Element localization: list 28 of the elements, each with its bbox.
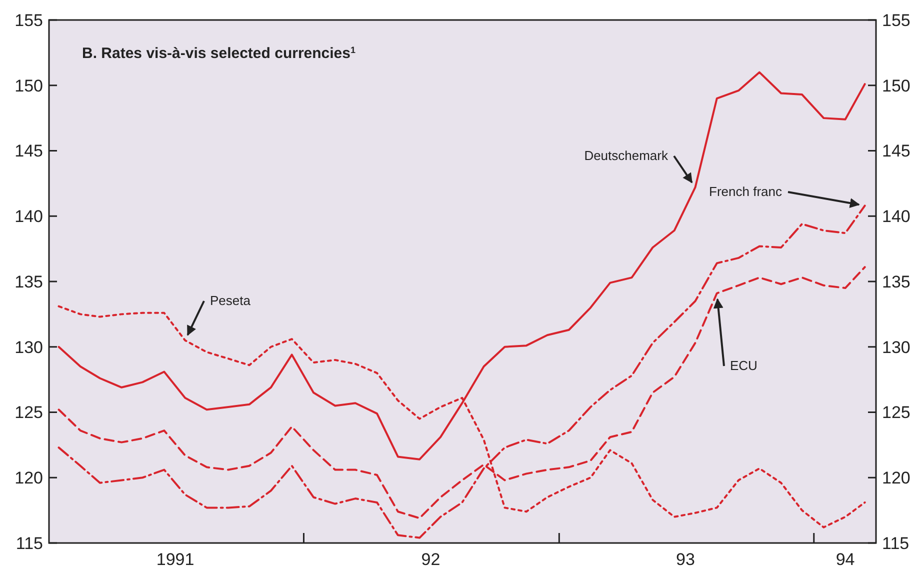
text: B. Rates vis-à-vis selected currencies$^{1}$ — [82, 45, 356, 62]
line-series — [58, 204, 866, 539]
y-tick-label: 150 — [14, 76, 43, 96]
x-tick-label: 93 — [676, 550, 695, 569]
y2-tick-label: 145 — [882, 142, 910, 161]
y-tick-label: 145 — [14, 142, 43, 161]
y2-tick-label: 150 — [882, 76, 910, 96]
y2-tick-label: 155 — [882, 10, 910, 30]
y2-tick-label: 135 — [882, 272, 910, 292]
y2-tick-label: 115 — [882, 534, 910, 553]
x-tick-label: 94 — [836, 550, 855, 569]
y2-tick-label: 120 — [882, 468, 910, 488]
y-tick-label: 155 — [14, 10, 43, 30]
text: ECU — [730, 358, 758, 373]
x-tick-label: 1991 — [156, 550, 194, 569]
y2-tick-label: 140 — [882, 207, 910, 226]
y-tick-label: 115 — [16, 534, 43, 553]
y-tick-label: 130 — [14, 338, 43, 357]
y-tick-label: 120 — [14, 468, 43, 488]
text: Peseta — [210, 293, 252, 308]
x-tick-label: 92 — [421, 550, 440, 569]
y2-tick-label: 125 — [882, 403, 910, 422]
y-tick-label: 135 — [14, 272, 43, 292]
text: Deutschemark — [584, 148, 668, 163]
text: French franc — [709, 184, 782, 199]
y2-tick-label: 130 — [882, 338, 910, 357]
y-tick-label: 140 — [14, 207, 43, 226]
y-tick-label: 125 — [14, 403, 43, 422]
